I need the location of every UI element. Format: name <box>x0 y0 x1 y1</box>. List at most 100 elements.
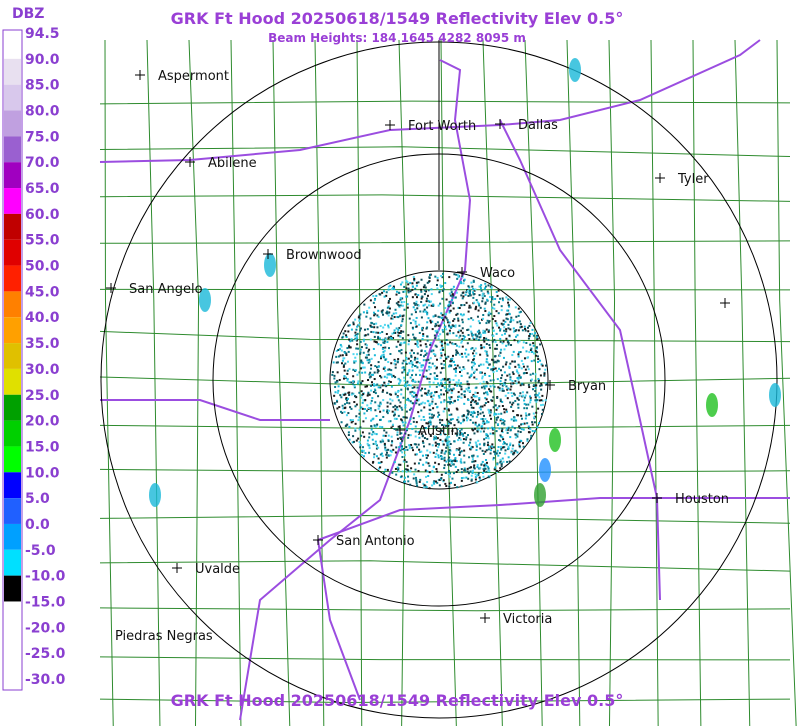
echo-pixel <box>489 432 492 435</box>
echo-pixel <box>491 443 494 446</box>
echo-pixel <box>353 361 356 364</box>
echo-pixel <box>341 386 344 389</box>
echo-pixel <box>396 406 399 409</box>
echo-pixel <box>480 346 483 349</box>
echo-pixel <box>405 416 408 419</box>
echo-pixel <box>387 347 390 350</box>
echo-pixel <box>426 313 429 316</box>
echo-pixel <box>398 349 401 352</box>
county-line <box>99 240 791 244</box>
echo-pixel <box>336 371 339 374</box>
county-line <box>99 376 791 387</box>
echo-pixel <box>340 396 343 399</box>
echo-pixel <box>532 388 535 391</box>
echo-pixel <box>415 402 418 405</box>
echo-pixel <box>388 297 391 300</box>
echo-pixel <box>401 362 404 365</box>
echo-pixel <box>407 434 410 437</box>
echo-pixel <box>362 455 365 458</box>
county-line <box>99 698 791 704</box>
echo-pixel <box>472 333 475 336</box>
echo-pixel <box>402 460 405 463</box>
echo-pixel <box>451 301 454 304</box>
echo-pixel <box>402 366 405 369</box>
echo-pixel <box>407 399 410 402</box>
echo-pixel <box>507 343 510 346</box>
echo-pixel <box>491 426 494 429</box>
echo-pixel <box>398 306 401 309</box>
echo-pixel <box>477 309 480 312</box>
echo-pixel <box>486 319 489 322</box>
echo-pixel <box>470 373 473 376</box>
echo-pixel <box>360 406 363 409</box>
echo-pixel <box>373 388 376 391</box>
echo-pixel <box>500 322 503 325</box>
echo-pixel <box>352 368 355 371</box>
echo-pixel <box>382 341 385 344</box>
echo-pixel <box>390 362 393 365</box>
echo-pixel <box>409 281 412 284</box>
echo-pixel <box>448 485 451 488</box>
echo-pixel <box>485 352 488 355</box>
echo-pixel <box>463 419 466 422</box>
echo-pixel <box>403 454 406 457</box>
echo-pixel <box>344 330 347 333</box>
echo-pixel <box>474 421 477 424</box>
echo-pixel <box>354 369 357 372</box>
echo-pixel <box>423 437 426 440</box>
echo-pixel <box>523 399 526 402</box>
echo-pixel <box>527 425 530 428</box>
echo-pixel <box>499 458 502 461</box>
echo-pixel <box>370 428 373 431</box>
echo-pixel <box>350 328 353 331</box>
echo-pixel <box>478 397 481 400</box>
echo-pixel <box>423 310 426 313</box>
echo-pixel <box>470 347 473 350</box>
echo-pixel <box>522 372 525 375</box>
echo-pixel <box>421 369 424 372</box>
echo-pixel <box>421 327 424 330</box>
echo-pixel <box>516 433 519 436</box>
echo-pixel <box>516 321 519 324</box>
echo-pixel <box>474 427 477 430</box>
echo-pixel <box>465 355 468 358</box>
echo-pixel <box>368 360 371 363</box>
echo-pixel <box>377 369 380 372</box>
echo-pixel <box>346 378 349 381</box>
legend-swatch <box>4 575 21 602</box>
echo-pixel <box>414 337 417 340</box>
echo-pixel <box>479 287 482 290</box>
echo-pixel <box>506 431 509 434</box>
echo-pixel <box>488 375 491 378</box>
echo-pixel <box>469 466 472 469</box>
echo-pixel <box>409 483 412 486</box>
echo-pixel <box>455 353 458 356</box>
echo-pixel <box>441 342 444 345</box>
echo-pixel <box>456 350 459 353</box>
echo-pixel <box>457 319 460 322</box>
echo-pixel <box>438 418 441 421</box>
echo-pixel <box>428 403 431 406</box>
echo-pixel <box>534 390 537 393</box>
echo-pixel <box>384 446 387 449</box>
echo-pixel <box>399 297 402 300</box>
echo-pixel <box>499 351 502 354</box>
echo-pixel <box>373 453 376 456</box>
echo-pixel <box>493 412 496 415</box>
echo-pixel <box>460 471 463 474</box>
echo-pixel <box>506 309 509 312</box>
echo-pixel <box>345 396 348 399</box>
echo-pixel <box>526 439 529 442</box>
echo-pixel <box>404 404 407 407</box>
echo-pixel <box>511 380 514 383</box>
echo-pixel <box>476 334 479 337</box>
echo-pixel <box>499 340 502 343</box>
echo-pixel <box>432 451 435 454</box>
echo-pixel <box>499 297 502 300</box>
echo-pixel <box>495 416 498 419</box>
echo-pixel <box>450 359 453 362</box>
echo-pixel <box>451 288 454 291</box>
echo-pixel <box>356 332 359 335</box>
echo-pixel <box>375 447 378 450</box>
echo-pixel <box>474 400 477 403</box>
